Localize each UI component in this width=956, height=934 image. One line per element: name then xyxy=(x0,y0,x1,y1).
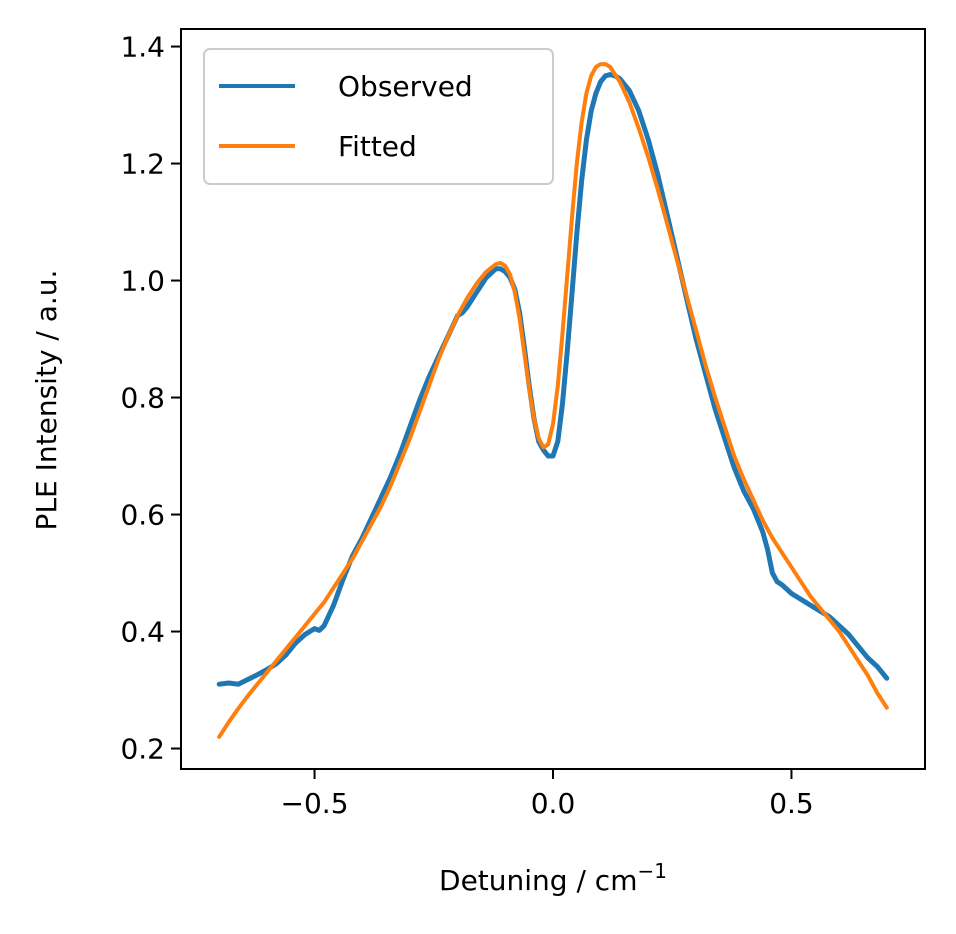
legend: Observed Fitted xyxy=(203,48,554,185)
x-tick-label: −0.5 xyxy=(281,787,349,820)
legend-label-observed: Observed xyxy=(338,70,473,103)
x-axis-label-superscript: −1 xyxy=(637,859,666,883)
y-tick-label: 1.2 xyxy=(120,148,165,181)
legend-label-fitted: Fitted xyxy=(338,130,417,163)
y-axis-label: PLE Intensity / a.u. xyxy=(30,270,63,531)
y-tick-label: 0.8 xyxy=(120,382,165,415)
legend-box xyxy=(203,48,554,185)
x-axis-label-text: Detuning / cm xyxy=(439,864,637,897)
y-tick-label: 0.2 xyxy=(120,733,165,766)
y-tick-label: 0.4 xyxy=(120,616,165,649)
series-layer xyxy=(216,62,890,739)
plot-area: −0.5 0.0 0.5 0.2 0.4 0.6 0.8 1.0 1.2 1.4 xyxy=(120,28,926,820)
x-tick-label: 0.0 xyxy=(531,787,576,820)
y-tick-label: 1.4 xyxy=(120,31,165,64)
x-axis-ticks: −0.5 0.0 0.5 xyxy=(281,769,814,820)
x-tick-label: 0.5 xyxy=(769,787,814,820)
y-tick-label: 0.6 xyxy=(120,499,165,532)
x-axis-label: Detuning / cm−1 xyxy=(439,859,667,897)
y-tick-label: 1.0 xyxy=(120,265,165,298)
series-line-fitted xyxy=(217,62,889,739)
y-axis-ticks: 0.2 0.4 0.6 0.8 1.0 1.2 1.4 xyxy=(120,31,181,766)
